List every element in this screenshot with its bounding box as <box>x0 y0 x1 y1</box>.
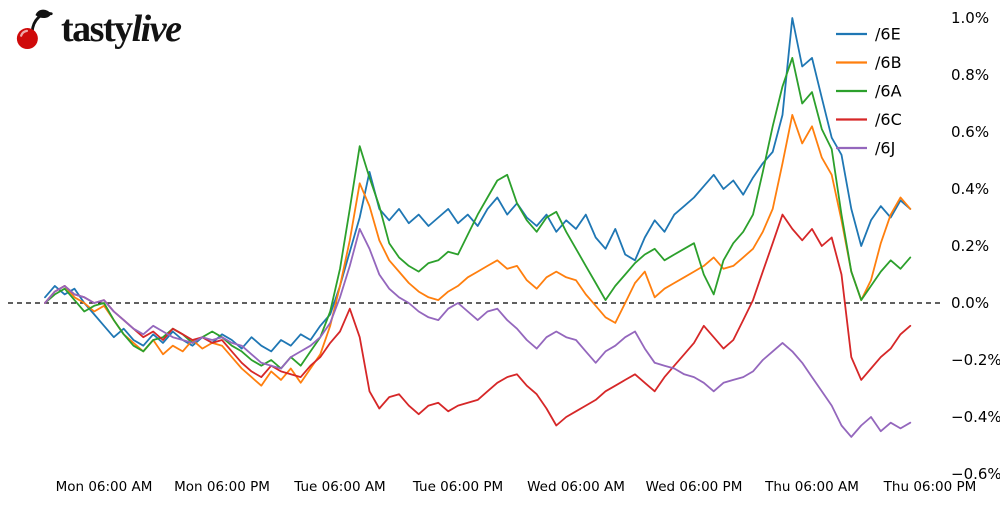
x-tick-label: Mon 06:00 AM <box>56 479 153 495</box>
x-tick-label: Wed 06:00 PM <box>646 479 743 495</box>
series-line-6C <box>44 213 912 427</box>
legend-label: /6J <box>875 139 895 158</box>
y-tick-label: 0.8% <box>951 66 989 84</box>
x-tick-label: Mon 06:00 PM <box>174 479 270 495</box>
y-tick-label: 0.4% <box>951 180 989 198</box>
legend-item-6C: /6C <box>836 110 902 129</box>
series-line-6A <box>44 57 912 370</box>
x-tick-label: Tue 06:00 PM <box>412 479 503 495</box>
series-line-6B <box>44 114 912 387</box>
y-tick-label: 1.0% <box>951 9 989 27</box>
legend-label: /6B <box>875 53 902 72</box>
legend-item-6E: /6E <box>836 25 901 44</box>
legend-item-6B: /6B <box>836 53 902 72</box>
legend-label: /6C <box>875 110 902 129</box>
legend-label: /6E <box>875 25 901 44</box>
logo-wordmark: tastylive <box>61 6 182 52</box>
y-tick-label: 0.0% <box>951 294 989 312</box>
tastylive-logo: tastylive <box>14 6 182 52</box>
legend-label: /6A <box>875 82 902 101</box>
y-tick-label: −0.2% <box>951 351 1000 369</box>
y-tick-label: 0.2% <box>951 237 989 255</box>
y-tick-label: −0.4% <box>951 408 1000 426</box>
logo-text-live: live <box>131 8 182 50</box>
logo-text-tasty: tasty <box>61 8 133 50</box>
legend-item-6J: /6J <box>836 139 895 158</box>
y-tick-label: 0.6% <box>951 123 989 141</box>
legend-item-6A: /6A <box>836 82 902 101</box>
cherry-icon <box>16 9 53 50</box>
legend: /6E/6B/6A/6C/6J <box>836 25 902 158</box>
series-line-6J <box>44 227 912 438</box>
series-line-6E <box>44 17 912 353</box>
x-tick-label: Thu 06:00 PM <box>883 479 977 495</box>
x-tick-label: Tue 06:00 AM <box>293 479 385 495</box>
x-tick-label: Thu 06:00 AM <box>764 479 859 495</box>
y-tick-label: −0.6% <box>951 465 1000 483</box>
x-tick-label: Wed 06:00 AM <box>527 479 625 495</box>
